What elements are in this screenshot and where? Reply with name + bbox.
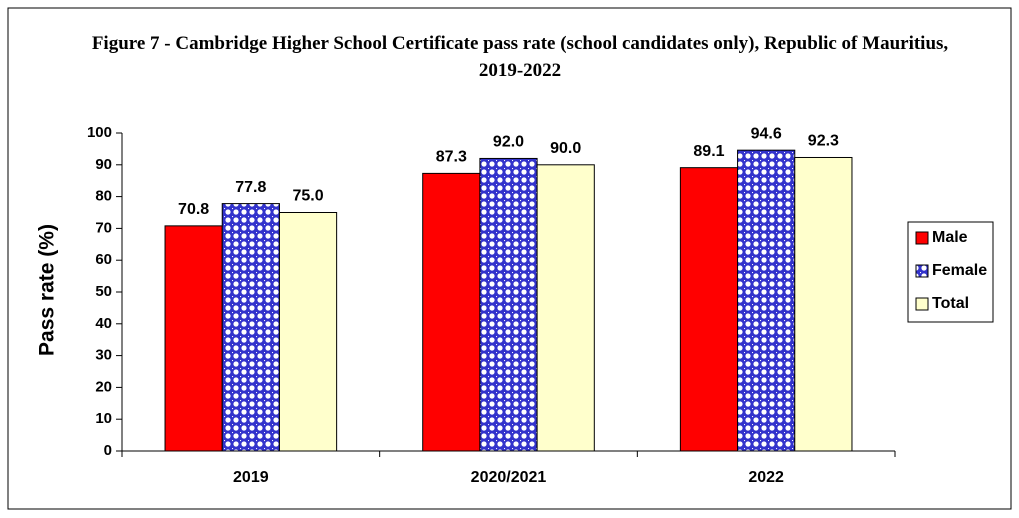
y-tick-label: 10 (95, 410, 112, 427)
y-tick-label: 90 (95, 156, 112, 173)
data-label: 92.0 (493, 134, 524, 151)
x-tick-label: 2020/2021 (471, 469, 547, 486)
chart-title: Figure 7 - Cambridge Higher School Certi… (91, 33, 949, 81)
y-tick-label: 60 (95, 251, 112, 268)
y-tick-label: 100 (87, 124, 112, 141)
legend-label: Total (932, 295, 969, 312)
bar (679, 167, 739, 452)
y-tick-label: 40 (95, 315, 112, 332)
x-tick-label: 2019 (233, 469, 269, 486)
data-label: 70.8 (178, 201, 209, 218)
y-tick-label: 80 (95, 188, 112, 205)
data-label: 75.0 (292, 188, 323, 205)
data-label: 77.8 (235, 179, 266, 196)
legend-label: Female (932, 262, 987, 279)
legend-label: Male (932, 229, 968, 246)
bar (794, 156, 853, 452)
x-tick-label: 2022 (748, 469, 784, 486)
y-tick-label: 70 (95, 219, 112, 236)
bar (422, 172, 481, 452)
data-label: 92.3 (808, 133, 839, 150)
y-tick-label: 0 (104, 442, 112, 459)
bar (278, 212, 338, 452)
data-label: 90.0 (550, 140, 581, 157)
y-tick-label: 50 (95, 283, 112, 300)
bar (536, 164, 595, 452)
bar (479, 157, 538, 452)
data-label: 89.1 (693, 143, 724, 160)
bar (737, 149, 796, 452)
bar (221, 203, 280, 452)
legend-swatch (915, 297, 929, 311)
bar (164, 225, 223, 452)
legend-swatch (915, 264, 929, 278)
data-label: 94.6 (751, 125, 782, 142)
data-label: 87.3 (436, 149, 467, 166)
y-tick-label: 20 (95, 378, 112, 395)
y-axis-label: Pass rate (%) (36, 224, 59, 356)
y-tick-label: 30 (95, 347, 112, 364)
legend-swatch (915, 231, 929, 245)
